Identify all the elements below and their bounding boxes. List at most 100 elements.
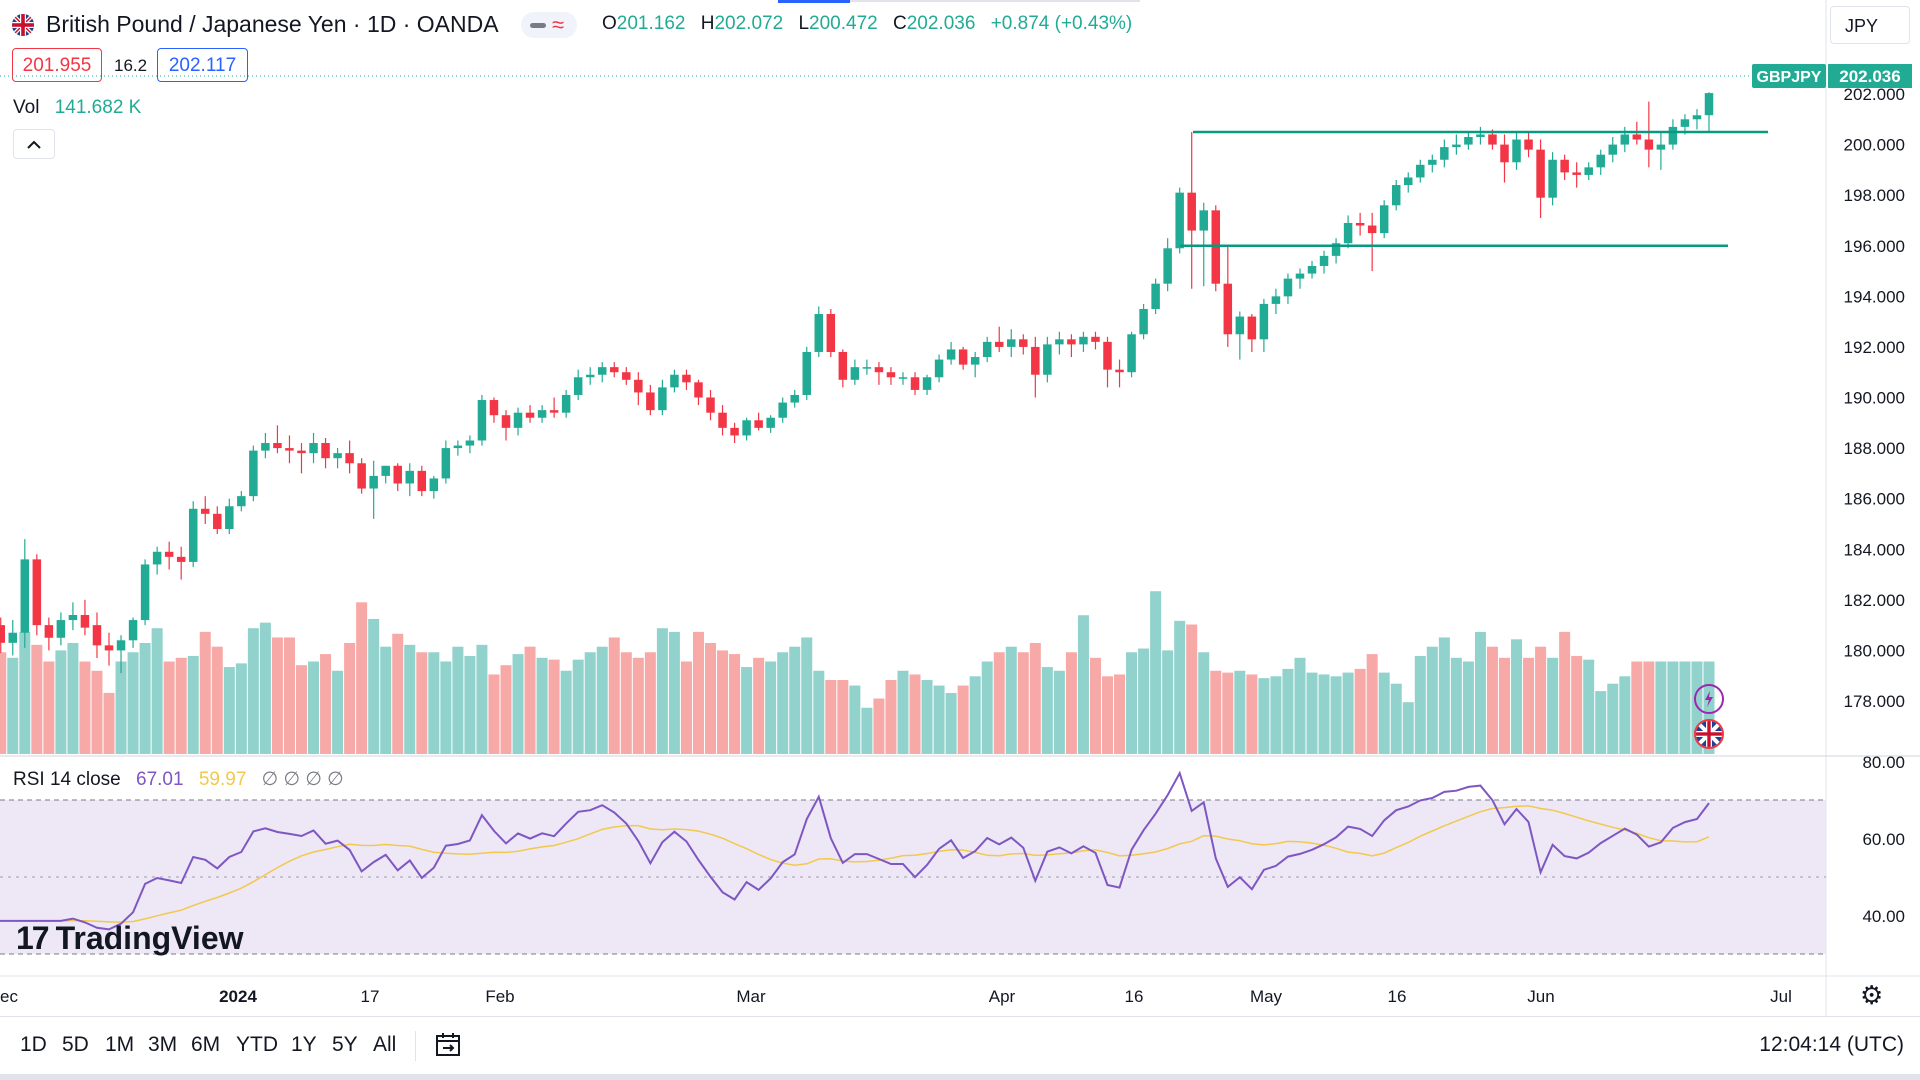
rsi-legend: RSI 14 close 67.01 59.97 ∅ ∅ ∅ ∅: [13, 768, 354, 791]
timeframe-1m[interactable]: 1M: [105, 1033, 135, 1056]
volume-bar: [1342, 672, 1354, 754]
volume-bar: [344, 643, 356, 754]
tradingview-logo[interactable]: 17 TradingView: [16, 920, 244, 957]
candle: [1416, 159, 1425, 183]
volume-bar: [1126, 652, 1138, 754]
candle: [1524, 131, 1533, 158]
low-value: 200.472: [809, 13, 878, 34]
candle: [1283, 273, 1293, 304]
volume-bar: [885, 680, 897, 754]
candle: [946, 341, 956, 365]
high-key: H: [700, 13, 715, 34]
volume-bar: [368, 618, 380, 754]
volume-bar: [1547, 657, 1559, 754]
candle-body: [766, 417, 775, 428]
currency-selector[interactable]: JPY: [1830, 6, 1910, 44]
candle: [297, 443, 306, 474]
volume-bar: [7, 657, 19, 754]
candle-body: [1524, 139, 1533, 150]
timeframe-1d[interactable]: 1D: [20, 1033, 47, 1056]
candle-body: [152, 551, 162, 565]
lightning-icon[interactable]: [1694, 684, 1724, 714]
volume-bar: [1005, 646, 1017, 754]
time-label-jun: Jun: [1527, 987, 1554, 1006]
volume-bar: [1402, 702, 1414, 754]
candle: [116, 635, 126, 674]
symbol-title[interactable]: British Pound / Japanese Yen · 1D · OAND…: [46, 11, 499, 37]
candle-body: [1379, 205, 1389, 234]
timeframe-3m[interactable]: 3M: [148, 1033, 178, 1056]
candle: [1536, 139, 1545, 218]
volume-bar: [1378, 672, 1390, 754]
candle-body: [44, 625, 54, 638]
market-status-pill[interactable]: ≈: [521, 12, 577, 38]
volume-bar: [921, 680, 933, 754]
candle: [1139, 303, 1148, 340]
time-label-16b: 16: [1388, 987, 1407, 1006]
candle: [622, 367, 631, 385]
volume-bar: [945, 692, 957, 754]
volume-bar: [1210, 670, 1222, 754]
candle: [910, 372, 920, 395]
candle-body: [1139, 308, 1148, 335]
timeframe-5d[interactable]: 5D: [62, 1033, 89, 1056]
candle: [1127, 331, 1136, 378]
volume-bar: [1354, 668, 1366, 754]
timeframe-ytd[interactable]: YTD: [236, 1033, 278, 1056]
volume-bar: [741, 667, 753, 754]
gbp-flag-icon[interactable]: [1694, 719, 1724, 749]
price-chart[interactable]: 202.000 200.000 198.000 196.000 194.000 192.0…: [0, 0, 1920, 1016]
volume-bar: [1679, 661, 1691, 754]
rsi-label[interactable]: RSI 14 close: [13, 769, 121, 790]
candle: [561, 389, 571, 418]
candle-body: [285, 448, 294, 451]
volume-bar: [91, 670, 103, 754]
candle-body: [1187, 192, 1196, 231]
buy-price-button[interactable]: 202.117: [157, 48, 248, 82]
candle: [381, 465, 390, 484]
volume-bar: [115, 661, 127, 754]
volume-bar: [1462, 661, 1474, 754]
timeframe-all[interactable]: All: [373, 1033, 397, 1056]
volume-bar: [151, 628, 163, 754]
candle-body: [597, 367, 607, 375]
candle-body: [453, 445, 463, 449]
volume-bar: [897, 670, 909, 754]
timeframe-1y[interactable]: 1Y: [291, 1033, 317, 1056]
candle-body: [850, 367, 860, 380]
candle: [56, 612, 66, 646]
candle: [934, 354, 944, 383]
candle-body: [393, 465, 402, 484]
price-tick-5: 192.000: [1844, 338, 1905, 357]
settings-gear-icon[interactable]: ⚙: [1860, 980, 1884, 1010]
candle-body: [1692, 115, 1702, 120]
volume-bar: [500, 665, 512, 754]
candle-body: [1680, 119, 1690, 127]
candle-body: [970, 357, 980, 365]
utc-clock[interactable]: 12:04:14 (UTC): [1759, 1033, 1904, 1056]
price-tick-2: 198.000: [1844, 186, 1905, 205]
candle-body: [754, 420, 763, 428]
calendar-range-icon[interactable]: [434, 1031, 462, 1059]
volume-bar: [1474, 631, 1486, 754]
volume-bar: [729, 654, 741, 754]
timeframe-5y[interactable]: 5Y: [332, 1033, 358, 1056]
candle-body: [501, 415, 511, 428]
candle: [838, 349, 848, 388]
candle: [20, 539, 30, 648]
candle-body: [201, 508, 210, 514]
candle-body: [910, 377, 920, 390]
volume-bar: [1234, 670, 1246, 754]
close-key: C: [893, 13, 907, 34]
sell-price-button[interactable]: 201.955: [12, 48, 102, 82]
timeframe-6m[interactable]: 6M: [191, 1033, 221, 1056]
candle: [393, 463, 402, 492]
collapse-legend-button[interactable]: [13, 129, 55, 159]
candle: [104, 632, 114, 666]
candle: [1428, 154, 1437, 173]
time-axis[interactable]: ec 2024 17 Feb Mar Apr 16 May 16 Jun Jul: [0, 987, 1792, 1006]
candle: [1632, 121, 1642, 145]
candle-body: [1560, 159, 1569, 173]
candle-body: [164, 551, 174, 557]
candle-body: [1127, 334, 1136, 373]
